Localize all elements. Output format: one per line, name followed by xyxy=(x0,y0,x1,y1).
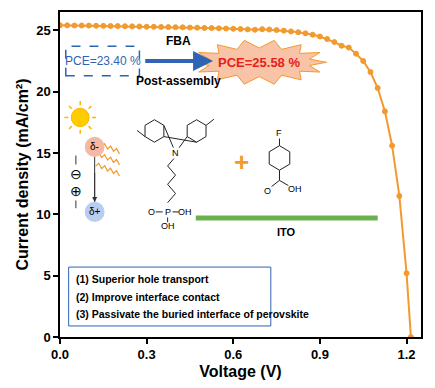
svg-text:P: P xyxy=(165,207,171,217)
svg-text:O: O xyxy=(264,186,271,196)
svg-text:⊕: ⊕ xyxy=(70,183,82,199)
svg-text:Current density (mA/cm²): Current density (mA/cm²) xyxy=(14,78,31,270)
svg-text:N: N xyxy=(172,148,179,158)
svg-text:25: 25 xyxy=(36,23,50,38)
svg-text:OH: OH xyxy=(161,221,175,231)
svg-text:⊖: ⊖ xyxy=(70,166,82,182)
svg-text:+: + xyxy=(234,147,249,177)
svg-text:PCE=25.58 %: PCE=25.58 % xyxy=(218,55,300,70)
svg-text:0: 0 xyxy=(43,330,50,345)
svg-text:FBA: FBA xyxy=(166,34,191,48)
svg-text:ITO: ITO xyxy=(277,226,296,238)
svg-text:0.0: 0.0 xyxy=(51,347,69,362)
svg-text:PCE=23.40 %: PCE=23.40 % xyxy=(65,54,141,68)
svg-text:F: F xyxy=(276,128,282,138)
svg-text:Voltage (V): Voltage (V) xyxy=(199,363,281,380)
svg-text:5: 5 xyxy=(43,268,50,283)
svg-text:(2) Improve interface contact: (2) Improve interface contact xyxy=(76,291,220,303)
svg-text:(3) Passivate the buried inter: (3) Passivate the buried interface of pe… xyxy=(76,308,309,320)
svg-text:O: O xyxy=(148,207,155,217)
svg-text:10: 10 xyxy=(36,207,50,222)
svg-text:0.3: 0.3 xyxy=(138,347,156,362)
svg-text:δ+: δ+ xyxy=(89,206,101,217)
svg-text:0.9: 0.9 xyxy=(311,347,329,362)
svg-text:1.2: 1.2 xyxy=(398,347,416,362)
svg-text:(1) Superior hole transport: (1) Superior hole transport xyxy=(76,273,209,285)
svg-text:δ-: δ- xyxy=(90,141,99,152)
svg-text:OH: OH xyxy=(288,184,302,194)
svg-text:Post-assembly: Post-assembly xyxy=(136,74,221,88)
svg-text:OH: OH xyxy=(178,207,192,217)
svg-text:15: 15 xyxy=(36,146,50,161)
svg-text:0.6: 0.6 xyxy=(224,347,242,362)
svg-text:20: 20 xyxy=(36,84,50,99)
